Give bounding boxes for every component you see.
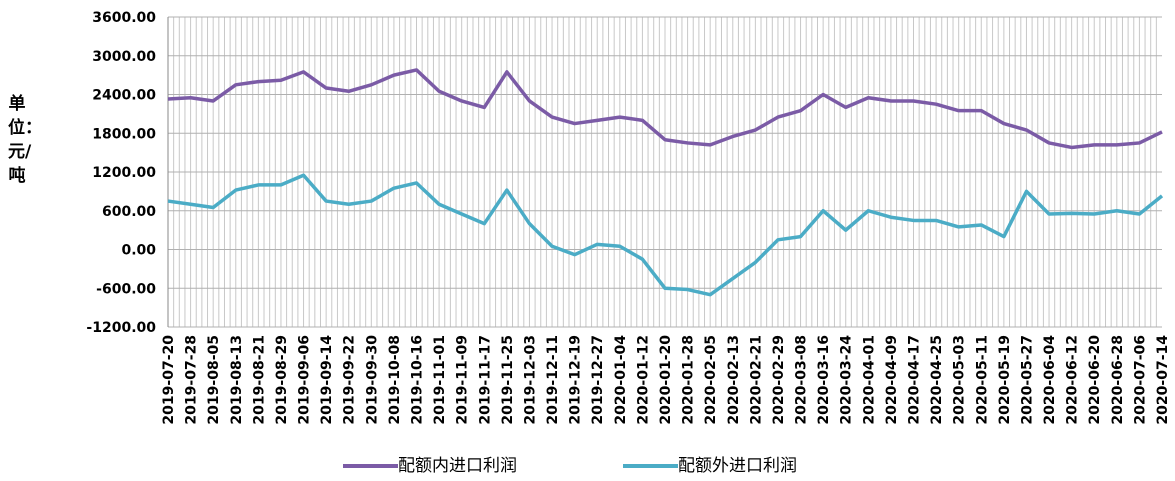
x-tick-label: 2019-12-27 xyxy=(590,335,606,425)
y-tick-label: 3000.00 xyxy=(92,49,156,65)
x-tick-label: 2020-01-04 xyxy=(613,335,629,425)
x-tick-label: 2019-09-22 xyxy=(342,335,358,425)
x-tick-label: 2019-12-03 xyxy=(522,335,538,425)
y-tick-label: 0.00 xyxy=(121,243,156,259)
y-tick-label: 1200.00 xyxy=(92,165,156,181)
y-tick-label: -1200.00 xyxy=(86,320,156,336)
y-tick-label: 1800.00 xyxy=(92,126,156,142)
x-tick-label: 2020-05-11 xyxy=(974,335,990,425)
x-tick-label: 2019-12-11 xyxy=(545,335,561,425)
y-tick-label: 3600.00 xyxy=(92,10,156,26)
x-tick-label: 2020-04-01 xyxy=(861,335,877,425)
x-tick-label: 2020-04-09 xyxy=(884,335,900,425)
x-tick-label: 2020-06-28 xyxy=(1110,335,1126,425)
x-tick-label: 2020-04-25 xyxy=(929,335,945,425)
y-tick-label: 600.00 xyxy=(102,204,156,220)
x-tick-label: 2019-08-05 xyxy=(206,335,222,425)
x-tick-label: 2020-05-03 xyxy=(952,335,968,425)
x-tick-label: 2020-02-29 xyxy=(771,335,787,425)
x-tick-label: 2019-11-25 xyxy=(500,335,516,425)
legend-label: 配额内进口利润 xyxy=(398,456,517,476)
legend-label: 配额外进口利润 xyxy=(678,456,797,476)
x-tick-label: 2020-01-28 xyxy=(681,335,697,425)
x-tick-label: 2019-07-28 xyxy=(184,335,200,425)
x-tick-label: 2020-03-16 xyxy=(816,335,832,425)
x-tick-label: 2019-11-09 xyxy=(455,335,471,425)
x-tick-label: 2020-05-27 xyxy=(1019,335,1035,425)
x-tick-label: 2020-06-04 xyxy=(1042,335,1058,425)
x-tick-label: 2020-06-20 xyxy=(1087,335,1103,425)
x-tick-label: 2020-02-05 xyxy=(703,335,719,425)
y-tick-label: -600.00 xyxy=(96,281,156,297)
x-tick-label: 2019-08-13 xyxy=(229,335,245,425)
x-tick-label: 2019-12-19 xyxy=(568,335,584,425)
x-tick-label: 2020-02-21 xyxy=(748,335,764,425)
line-series xyxy=(167,68,1163,150)
x-tick-label: 2020-01-12 xyxy=(635,335,651,425)
x-tick-label: 2020-04-17 xyxy=(907,335,923,425)
x-tick-label: 2020-07-14 xyxy=(1155,335,1171,425)
y-axis-label: 单位：元/吨 xyxy=(8,94,42,186)
x-tick-label: 2020-01-20 xyxy=(658,335,674,425)
x-tick-label: 2020-02-13 xyxy=(726,335,742,425)
x-tick-label: 2019-09-06 xyxy=(297,335,313,425)
x-tick-label: 2019-09-30 xyxy=(364,335,380,425)
x-tick-label: 2019-11-01 xyxy=(432,335,448,425)
x-tick-label: 2019-09-14 xyxy=(319,335,335,425)
x-tick-label: 2019-07-20 xyxy=(161,335,177,425)
line-series xyxy=(167,173,1164,297)
x-tick-label: 2019-08-21 xyxy=(251,335,267,425)
x-tick-label: 2020-05-19 xyxy=(997,335,1013,425)
x-tick-label: 2020-06-12 xyxy=(1065,335,1081,425)
y-tick-label: 2400.00 xyxy=(92,88,156,104)
x-tick-label: 2019-10-08 xyxy=(387,335,403,425)
x-tick-label: 2020-03-24 xyxy=(839,335,855,425)
x-tick-label: 2019-11-17 xyxy=(477,335,493,425)
x-tick-label: 2020-07-06 xyxy=(1132,335,1148,425)
x-tick-label: 2019-10-16 xyxy=(410,335,426,425)
x-tick-label: 2020-03-08 xyxy=(794,335,810,425)
x-tick-label: 2019-08-29 xyxy=(274,335,290,425)
